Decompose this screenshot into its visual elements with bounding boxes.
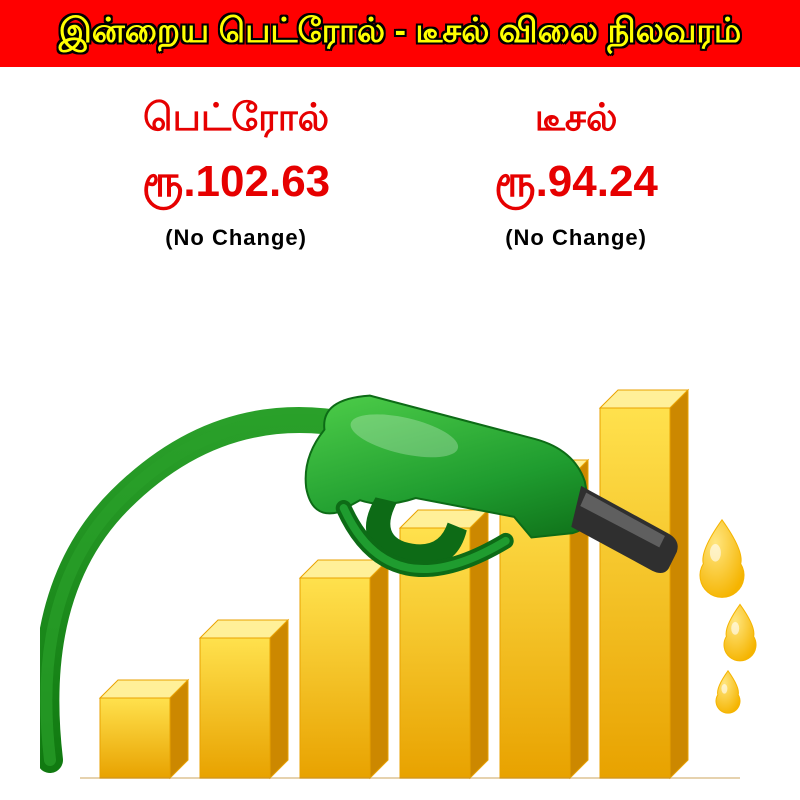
diesel-change: (No Change) (494, 225, 658, 251)
diesel-label: டீசல் (494, 97, 658, 145)
petrol-label: பெட்ரோல் (142, 97, 330, 145)
header-banner: இன்றைய பெட்ரோல் - டீசல் விலை நிலவரம் (0, 0, 800, 67)
price-row: பெட்ரோல் ரூ.102.63 (No Change) டீசல் ரூ.… (0, 97, 800, 251)
header-title: இன்றைய பெட்ரோல் - டீசல் விலை நிலவரம் (59, 12, 742, 50)
diesel-price: ரூ.94.24 (494, 157, 658, 213)
petrol-change: (No Change) (142, 225, 330, 251)
petrol-price: ரூ.102.63 (142, 157, 330, 213)
diesel-block: டீசல் ரூ.94.24 (No Change) (494, 97, 658, 251)
fuel-price-graphic (40, 330, 760, 790)
petrol-block: பெட்ரோல் ரூ.102.63 (No Change) (142, 97, 330, 251)
